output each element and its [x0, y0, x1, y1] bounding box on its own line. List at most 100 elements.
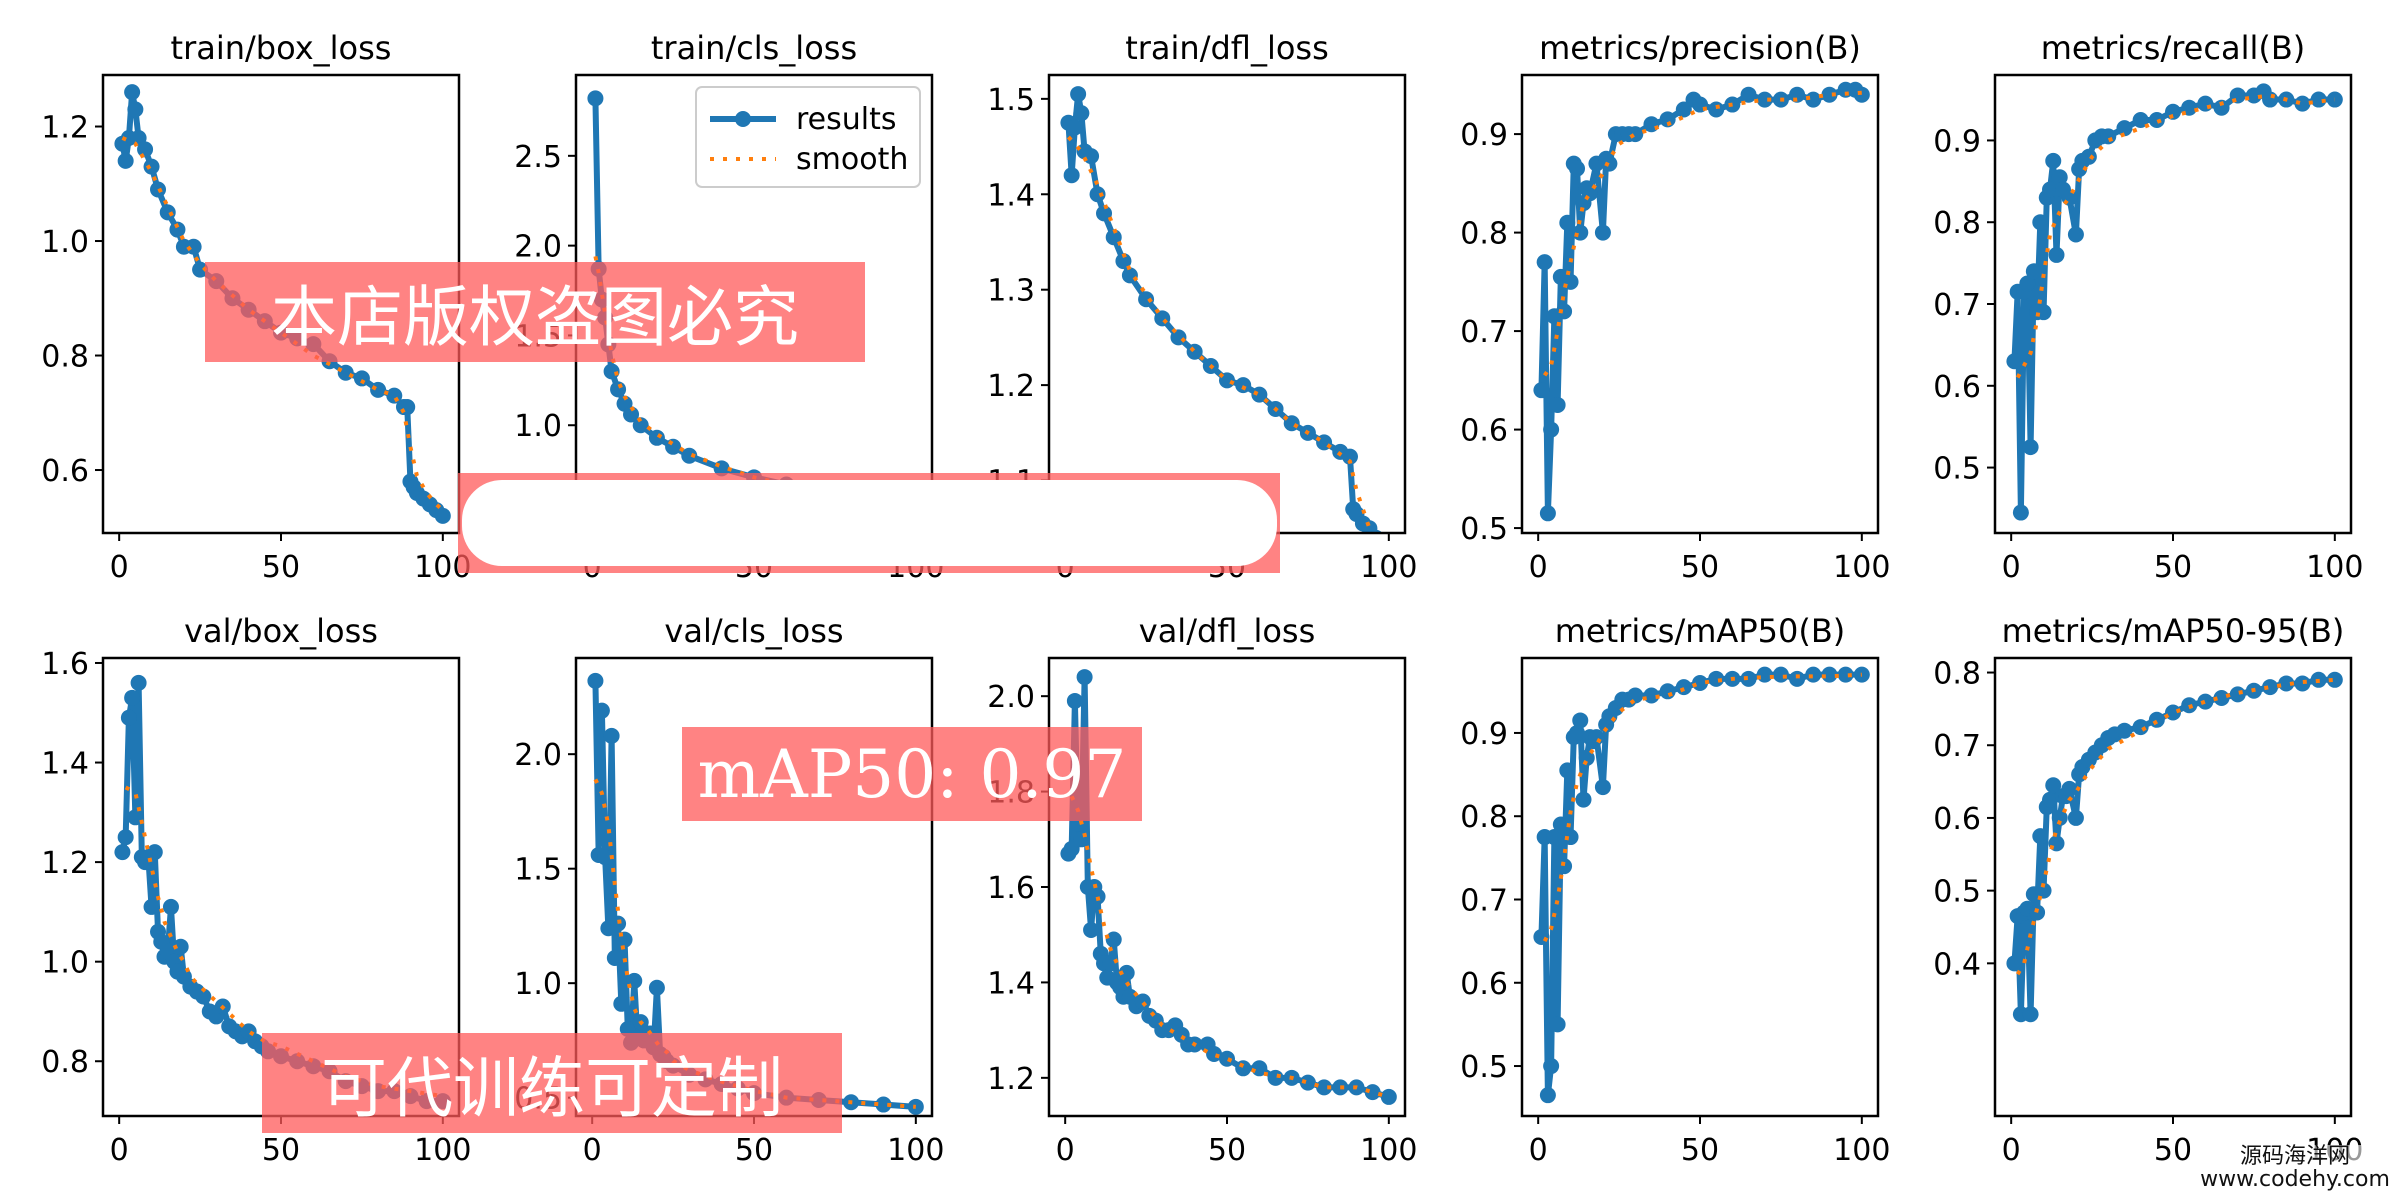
panel-8-results-point — [1562, 829, 1579, 846]
panel-3-ytick-label: 0.5 — [1460, 512, 1508, 547]
panel-2-results-point — [1066, 119, 1083, 136]
panel-9-results-point — [2035, 882, 2052, 899]
panel-0-results-point — [127, 101, 144, 118]
panel-4-results-point — [2132, 111, 2149, 128]
panel-6-title: val/cls_loss — [664, 612, 843, 650]
panel-4-results-point — [2213, 99, 2230, 116]
panel-0-ytick-label: 0.6 — [41, 454, 89, 489]
panel-1-ytick-label: 1.0 — [514, 409, 562, 444]
panel-4-results-point — [2022, 439, 2039, 456]
panel-9-results-point — [2148, 711, 2165, 728]
panel-5-results-point — [117, 829, 134, 846]
panel-8-results-point — [1552, 816, 1569, 833]
panel-8-results-point — [1627, 687, 1644, 704]
legend-box — [695, 86, 921, 188]
panel-2-results-point — [1251, 386, 1268, 403]
panel-2-results-point — [1186, 343, 1203, 360]
panel-3-results-point — [1708, 101, 1725, 118]
site-watermark: 源码海洋网 www.codehy.com — [2190, 1145, 2400, 1200]
panel-4-results-point — [2116, 120, 2133, 137]
panel-8-results-point — [1594, 779, 1611, 796]
panel-4-results-point — [2080, 148, 2097, 165]
panel-3-results-point — [1789, 86, 1806, 103]
panel-7-results-point — [1364, 1084, 1381, 1101]
panel-5-results-point — [114, 844, 131, 861]
panel-0-title: train/box_loss — [171, 29, 392, 67]
panel-8-ytick-label: 0.5 — [1460, 1050, 1508, 1085]
panel-9-results-point — [2061, 780, 2078, 797]
panel-2-title: train/dfl_loss — [1125, 29, 1329, 67]
panel-1-results-point — [632, 417, 649, 434]
panel-7-results-point — [1235, 1060, 1252, 1077]
panel-3-title: metrics/precision(B) — [1539, 29, 1861, 67]
panel-8-xtick-label: 50 — [1681, 1133, 1719, 1168]
panel-9-ytick-label: 0.8 — [1933, 657, 1981, 692]
panel-3-results-point — [1821, 86, 1838, 103]
panel-4-smooth-line — [2015, 93, 2336, 379]
panel-3-results-point — [1543, 421, 1560, 438]
legend-results-marker — [735, 111, 751, 127]
panel-8-xtick-label: 0 — [1529, 1133, 1548, 1168]
panel-7-results-point — [1267, 1069, 1284, 1086]
panel-4-results-line — [2011, 88, 2335, 516]
panel-1-results-point — [665, 438, 682, 455]
panel-2-results-point — [1070, 86, 1087, 103]
panel-4-results-point — [2262, 91, 2279, 108]
panel-0-results-point — [169, 221, 186, 238]
panel-8-smooth-line — [1542, 672, 1862, 943]
panel-1-results-point — [623, 406, 640, 423]
panel-0-results-point — [124, 84, 141, 101]
panel-0-ytick-label: 1.2 — [41, 111, 89, 146]
panel-0-results-point — [192, 261, 209, 278]
panel-2-ytick-label: 1.3 — [987, 274, 1035, 309]
panel-8-ytick-label: 0.9 — [1460, 717, 1508, 752]
panel-4-results-point — [2310, 91, 2327, 108]
panel-3-results-line — [1538, 86, 1864, 517]
panel-2-ytick-label: 1.5 — [987, 83, 1035, 118]
panel-4-results-point — [2035, 304, 2052, 321]
panel-5-ytick-label: 1.2 — [41, 846, 89, 881]
panel-1-ytick-label: 2.0 — [514, 230, 562, 265]
panel-5-xtick-label: 0 — [110, 1133, 129, 1168]
panel-4-ytick-label: 0.9 — [1933, 124, 1981, 159]
panel-3-results-point — [1533, 382, 1550, 399]
panel-9-ytick-label: 0.5 — [1933, 875, 1981, 910]
panel-7-ytick-label: 1.2 — [987, 1062, 1035, 1097]
mAP50-95-lower-erase — [2000, 1040, 2340, 1112]
panel-7-axes-frame — [1047, 656, 1407, 1118]
watermark-map50: mAP50: 0.97 — [682, 727, 1142, 821]
panel-6-results-point — [593, 702, 610, 719]
panel-6-results-point — [597, 849, 614, 866]
panel-2-results-point — [1063, 167, 1080, 184]
panel-8-results-point — [1772, 666, 1789, 683]
panel-9-results-point — [2326, 671, 2343, 688]
panel-9-results-point — [2197, 693, 2214, 710]
panel-7-results-point — [1089, 888, 1106, 905]
panel-4-results-point — [2197, 95, 2214, 112]
panel-8-results-point — [1821, 666, 1838, 683]
panel-3-results-point — [1549, 396, 1566, 413]
panel-8-title: metrics/mAP50(B) — [1555, 612, 1846, 650]
panel-8-results-point — [1756, 666, 1773, 683]
panel-3-axes-frame — [1520, 73, 1880, 535]
panel-8-results-point — [1556, 858, 1573, 875]
panel-7-results-point — [1105, 931, 1122, 948]
panel-6-results-point — [606, 949, 623, 966]
panel-7-ytick-label: 2.0 — [987, 680, 1035, 715]
panel-0-results-point — [159, 204, 176, 221]
panel-1-ytick-label: 2.5 — [514, 140, 562, 175]
panel-3-results-point — [1805, 91, 1822, 108]
panel-7-results-point — [1118, 964, 1135, 981]
panel-3-xtick-label: 100 — [1833, 550, 1890, 585]
panel-9-results-point — [2262, 679, 2279, 696]
panel-9-results-point — [2045, 777, 2062, 794]
panel-4-results-point — [2019, 275, 2036, 292]
panel-5-results-point — [172, 938, 189, 955]
panel-5-ytick-label: 1.4 — [41, 747, 89, 782]
panel-9-axes-frame — [1993, 656, 2353, 1118]
panel-9-results-point — [2032, 828, 2049, 845]
panel-9-title: metrics/mAP50-95(B) — [2002, 612, 2345, 650]
panel-3-results-point — [1569, 160, 1586, 177]
panel-0-smooth-line — [121, 136, 445, 512]
panel-8-results-point — [1692, 674, 1708, 691]
